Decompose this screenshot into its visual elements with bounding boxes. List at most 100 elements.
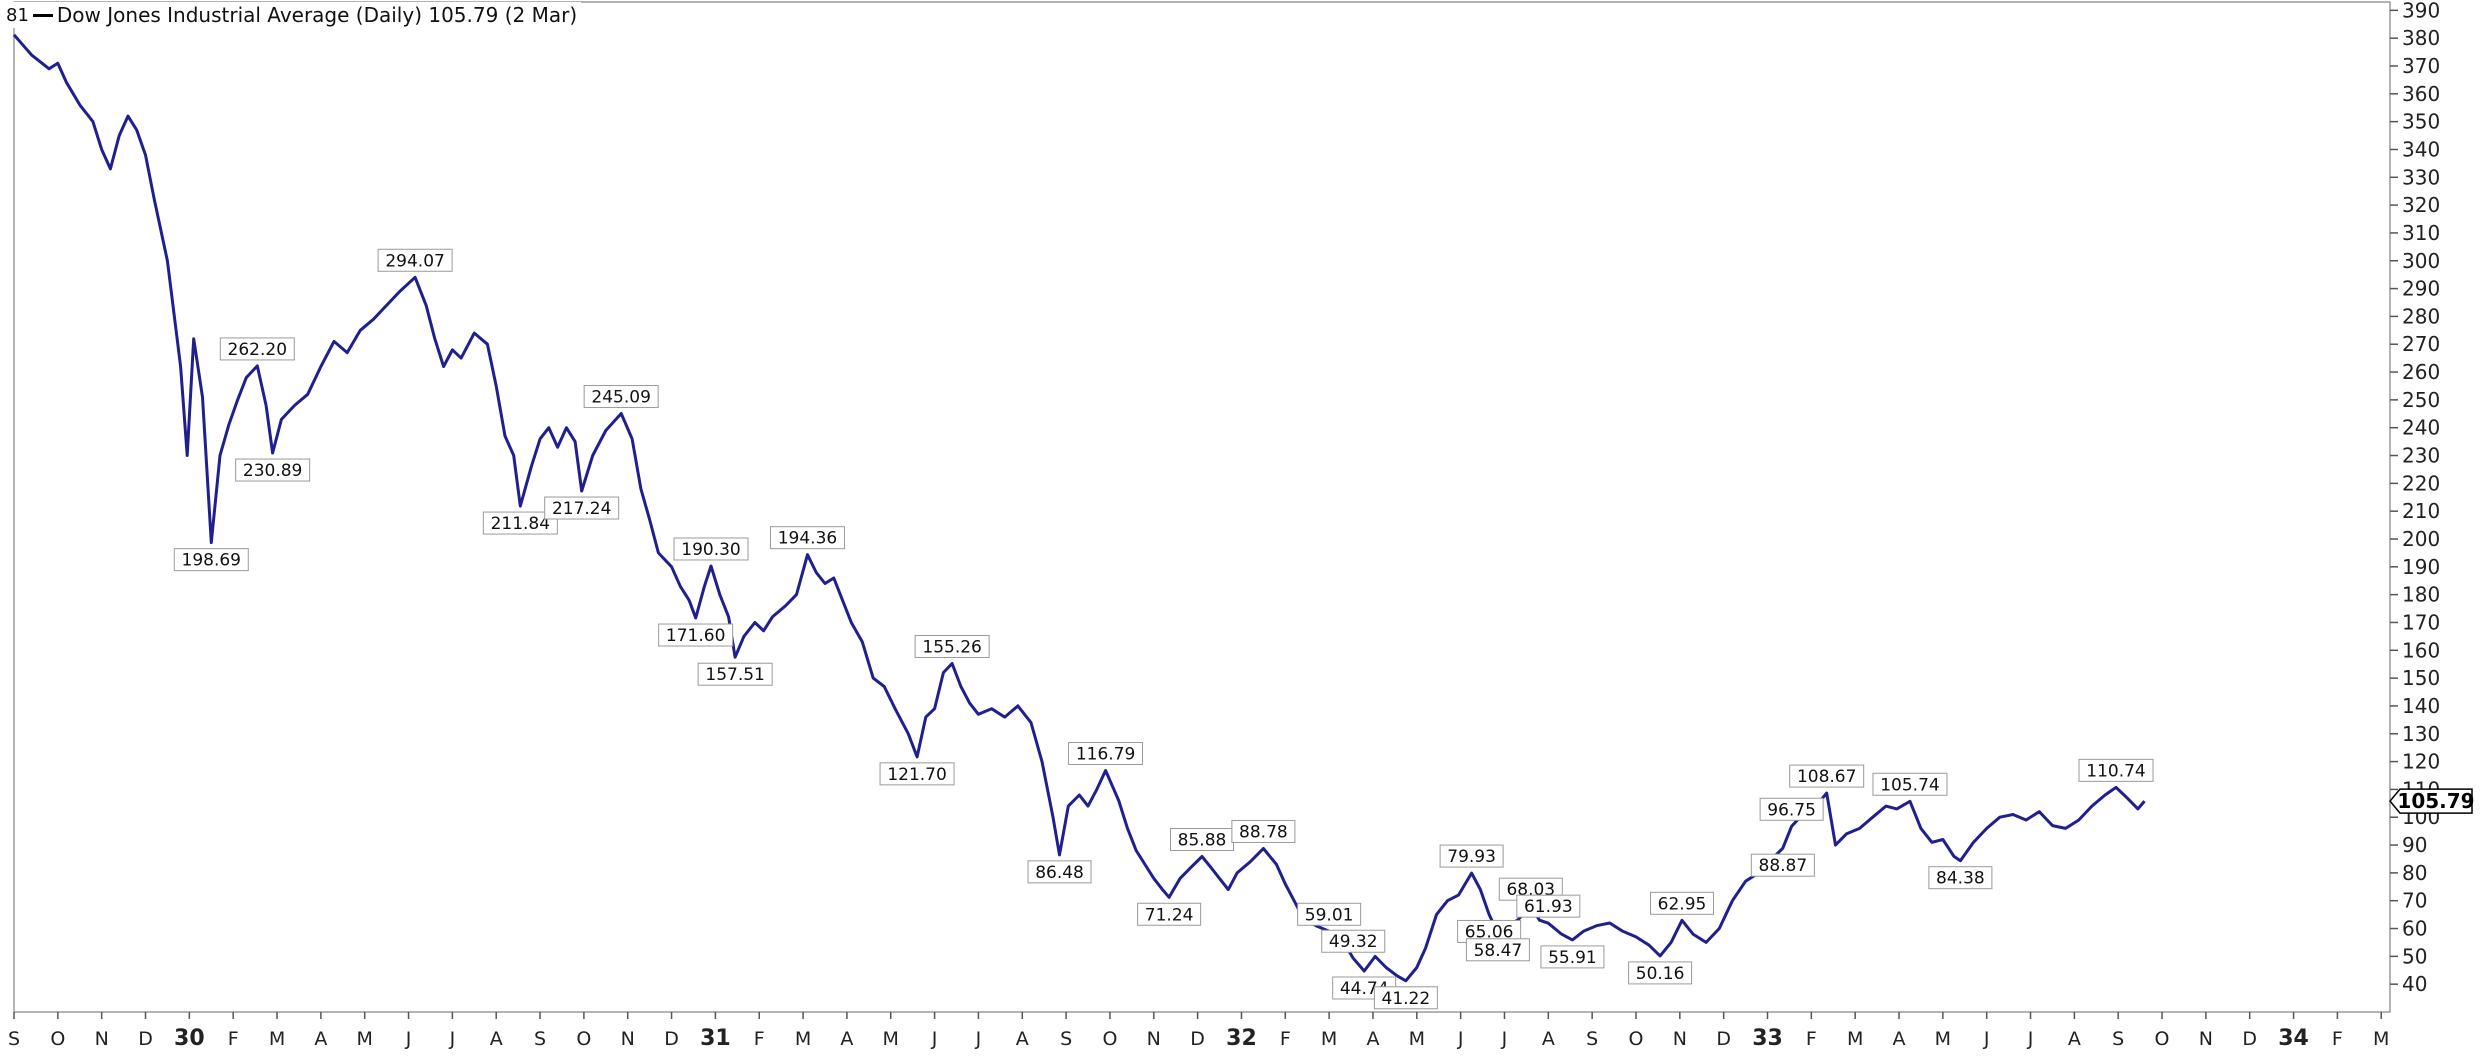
x-tick-label: A bbox=[314, 1028, 327, 1050]
data-label-text: 61.93 bbox=[1524, 897, 1573, 917]
data-label-text: 88.78 bbox=[1239, 822, 1288, 842]
data-label-box bbox=[1628, 961, 1693, 985]
data-label-text: 194.36 bbox=[778, 529, 837, 549]
x-tick-label: N bbox=[1147, 1028, 1161, 1050]
data-label-text: 294.07 bbox=[385, 251, 444, 271]
x-tick-label: J bbox=[405, 1028, 412, 1050]
x-tick-label: 31 bbox=[700, 1026, 731, 1051]
data-label: 155.26 bbox=[914, 634, 990, 658]
data-label-box bbox=[1928, 866, 1993, 890]
y-tick-label: 340 bbox=[2402, 137, 2440, 161]
x-tick-label: O bbox=[576, 1028, 591, 1050]
y-tick-label: 300 bbox=[2402, 249, 2440, 273]
y-tick-label: 60 bbox=[2402, 917, 2427, 941]
data-label-box bbox=[1231, 819, 1296, 843]
x-tick-label: S bbox=[1060, 1028, 1072, 1050]
data-label-text: 211.84 bbox=[491, 514, 550, 534]
data-label-box bbox=[697, 662, 773, 686]
y-tick-label: 220 bbox=[2402, 471, 2440, 495]
data-label-text: 88.87 bbox=[1759, 856, 1808, 876]
y-tick-label: 370 bbox=[2402, 54, 2440, 78]
y-tick-label: 50 bbox=[2402, 944, 2427, 968]
x-tick-label: N bbox=[2199, 1028, 2213, 1050]
plot-frame bbox=[13, 1, 2391, 1013]
x-tick-label: 30 bbox=[174, 1026, 205, 1051]
data-label-box bbox=[1321, 929, 1386, 953]
data-label: 65.06 bbox=[1457, 919, 1522, 943]
data-label: 217.24 bbox=[544, 496, 620, 520]
x-tick-label: F bbox=[228, 1028, 239, 1050]
data-label-text: 84.38 bbox=[1936, 869, 1985, 889]
data-label-box bbox=[1137, 902, 1202, 926]
data-label: 96.75 bbox=[1759, 797, 1824, 821]
data-label-text: 121.70 bbox=[887, 765, 946, 785]
x-tick-label: 34 bbox=[2278, 1026, 2309, 1051]
y-tick-label: 390 bbox=[2402, 0, 2440, 22]
data-label: 171.60 bbox=[658, 623, 734, 647]
data-label-text: 245.09 bbox=[591, 388, 650, 408]
data-label-text: 155.26 bbox=[922, 637, 981, 657]
data-label: 59.01 bbox=[1297, 902, 1362, 926]
data-label-text: 58.47 bbox=[1474, 941, 1523, 961]
data-label-box bbox=[1027, 860, 1092, 884]
x-tick-label: D bbox=[2242, 1028, 2257, 1050]
x-tick-label: D bbox=[664, 1028, 679, 1050]
data-label: 108.67 bbox=[1789, 764, 1865, 788]
data-label-text: 198.69 bbox=[182, 551, 241, 571]
x-tick-label: O bbox=[2155, 1028, 2170, 1050]
x-tick-label: A bbox=[1542, 1028, 1555, 1050]
data-label-box bbox=[235, 458, 311, 482]
data-label-text: 55.91 bbox=[1548, 948, 1597, 968]
x-tick-label: F bbox=[1806, 1028, 1817, 1050]
data-label-box bbox=[1789, 764, 1865, 788]
data-label: 262.20 bbox=[219, 337, 295, 361]
data-label-text: 71.24 bbox=[1145, 905, 1194, 925]
x-tick-label: A bbox=[840, 1028, 853, 1050]
y-tick-label: 70 bbox=[2402, 889, 2427, 913]
y-tick-label: 320 bbox=[2402, 193, 2440, 217]
y-tick-label: 360 bbox=[2402, 82, 2440, 106]
x-tick-label: S bbox=[534, 1028, 546, 1050]
data-label: 294.07 bbox=[377, 248, 453, 272]
data-label-box bbox=[1516, 894, 1581, 918]
data-label: 110.74 bbox=[2078, 758, 2154, 782]
x-tick-label: M bbox=[2373, 1028, 2389, 1050]
x-tick-label: F bbox=[1280, 1028, 1291, 1050]
x-tick-label: J bbox=[1457, 1028, 1464, 1050]
series-line-dow-jones bbox=[12, 33, 2146, 983]
x-tick-label: A bbox=[490, 1028, 503, 1050]
y-tick-label: 160 bbox=[2402, 638, 2440, 662]
data-label-box bbox=[219, 337, 295, 361]
x-tick-label: 33 bbox=[1752, 1026, 1783, 1051]
data-label: 61.93 bbox=[1516, 894, 1581, 918]
x-tick-label: O bbox=[50, 1028, 65, 1050]
data-label: 62.95 bbox=[1650, 891, 1715, 915]
data-label-text: 65.06 bbox=[1465, 922, 1514, 942]
x-tick-label: J bbox=[449, 1028, 456, 1050]
y-tick-label: 80 bbox=[2402, 861, 2427, 885]
data-label-text: 116.79 bbox=[1076, 745, 1135, 765]
data-label-text: 62.95 bbox=[1658, 894, 1707, 914]
y-tick-label: 120 bbox=[2402, 750, 2440, 774]
legend-line-icon bbox=[32, 13, 53, 17]
y-tick-label: 180 bbox=[2402, 583, 2440, 607]
data-label-text: 96.75 bbox=[1767, 800, 1816, 820]
data-label: 190.30 bbox=[673, 537, 749, 561]
data-label-box bbox=[1872, 772, 1948, 796]
y-tick-label: 40 bbox=[2402, 972, 2427, 996]
data-label-text: 171.60 bbox=[666, 626, 725, 646]
chart-title: 81 Dow Jones Industrial Average (Daily) … bbox=[2, 2, 582, 28]
y-tick-label: 190 bbox=[2402, 555, 2440, 579]
y-tick-label: 200 bbox=[2402, 527, 2440, 551]
x-tick-label: N bbox=[621, 1028, 635, 1050]
y-tick-label: 260 bbox=[2402, 360, 2440, 384]
data-label-text: 217.24 bbox=[552, 499, 611, 519]
x-tick-label: J bbox=[975, 1028, 982, 1050]
data-label-box bbox=[1650, 891, 1715, 915]
data-label-text: 110.74 bbox=[2086, 761, 2145, 781]
data-label: 105.74 bbox=[1872, 772, 1948, 796]
data-label: 85.88 bbox=[1170, 828, 1234, 852]
data-label-box bbox=[1439, 844, 1504, 868]
data-label-box bbox=[2078, 758, 2154, 782]
data-label: 121.70 bbox=[879, 762, 955, 786]
